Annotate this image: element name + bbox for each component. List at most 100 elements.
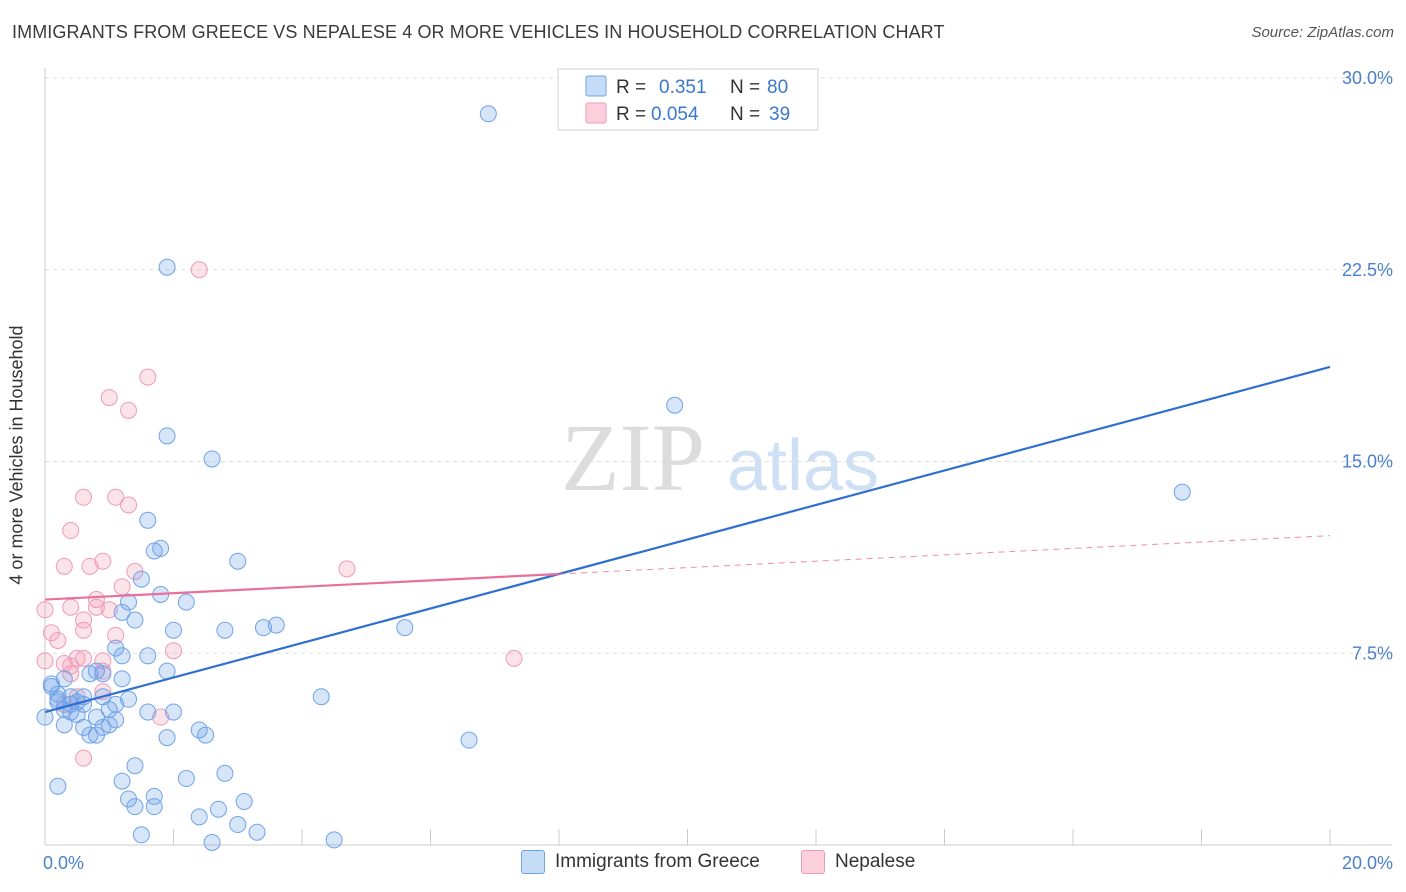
nepalese-point	[107, 626, 125, 644]
nepalese-point	[152, 708, 170, 726]
legend-swatch-greece	[585, 75, 607, 97]
trend-lines	[44, 365, 1331, 714]
tick-labels: 7.5% 15.0% 22.5% 30.0% 0.0% 20.0%	[43, 68, 1393, 873]
y-tick-label: 7.5%	[1352, 643, 1393, 663]
nepalese-trend-extension	[558, 535, 1331, 575]
nepalese-point	[81, 557, 99, 575]
legend-r-value-greece: 0.351	[659, 77, 707, 98]
greece-point	[1173, 483, 1191, 501]
greece-point	[55, 670, 73, 688]
nepalese-point	[62, 598, 80, 616]
nepalese-point	[190, 261, 208, 279]
nepalese-point	[107, 488, 125, 506]
greece-point	[235, 793, 253, 811]
greece-point	[229, 816, 247, 834]
y-axis-label: 4 or more Vehicles in Household	[6, 325, 27, 585]
greece-point	[165, 703, 182, 721]
nepalese-points	[36, 261, 523, 767]
greece-point	[107, 695, 125, 713]
greece-point	[197, 726, 215, 744]
nepalese-point	[75, 749, 93, 767]
greece-point	[94, 665, 112, 683]
nepalese-point	[36, 601, 54, 619]
x-tick-label: 0.0%	[43, 853, 84, 873]
greece-point	[267, 616, 285, 634]
greece-point	[49, 777, 67, 795]
greece-point	[254, 619, 272, 637]
greece-point	[87, 726, 105, 744]
greece-point	[120, 593, 138, 611]
legend-n-value-nepalese: 39	[769, 104, 790, 125]
bottom-legend-swatch-greece	[521, 850, 545, 874]
greece-point	[158, 729, 176, 747]
greece-point	[158, 427, 176, 445]
nepalese-point	[42, 624, 60, 642]
greece-point	[325, 831, 343, 849]
greece-point	[120, 690, 138, 708]
greece-point	[248, 823, 266, 841]
bottom-legend-item-greece: Immigrants from Greece	[521, 850, 760, 874]
nepalese-point	[55, 654, 73, 672]
nepalese-point	[94, 552, 112, 570]
greece-point	[203, 833, 221, 851]
nepalese-point	[55, 557, 73, 575]
greece-point	[216, 621, 234, 639]
y-tick-label: 22.5%	[1342, 260, 1393, 280]
greece-point	[479, 105, 497, 123]
source-note: Source: ZipAtlas.com	[1251, 24, 1394, 41]
greece-point	[165, 621, 182, 639]
greece-point	[158, 258, 176, 276]
greece-point	[145, 798, 163, 816]
greece-point	[216, 764, 234, 782]
nepalese-point	[87, 598, 105, 616]
bottom-legend-label-nepalese: Nepalese	[835, 851, 916, 872]
x-tick-label: 20.0%	[1342, 853, 1393, 873]
nepalese-point	[113, 578, 131, 596]
bottom-legend-swatch-nepalese	[801, 850, 825, 874]
nepalese-point	[165, 642, 182, 660]
nepalese-point	[75, 621, 93, 639]
watermark: ZIP atlas	[561, 404, 879, 511]
greece-point	[113, 772, 131, 790]
greece-point	[203, 450, 221, 468]
nepalese-point	[36, 652, 54, 670]
greece-point	[126, 798, 144, 816]
greece-point	[190, 808, 208, 826]
greece-point	[139, 703, 157, 721]
bottom-legend-item-nepalese: Nepalese	[801, 850, 915, 874]
greece-point	[145, 787, 163, 805]
nepalese-point	[75, 611, 93, 629]
greece-point	[107, 711, 125, 729]
greece-point	[312, 688, 330, 706]
greece-point	[139, 647, 157, 665]
legend-r-label-greece: R =	[616, 77, 646, 98]
greece-point	[113, 647, 131, 665]
greece-point	[132, 826, 150, 844]
watermark-atlas: atlas	[727, 426, 879, 506]
greece-points	[36, 105, 1191, 851]
chart-title: IMMIGRANTS FROM GREECE VS NEPALESE 4 OR …	[12, 22, 945, 42]
nepalese-point	[75, 488, 93, 506]
greece-point	[113, 603, 131, 621]
nepalese-point	[505, 649, 523, 667]
nepalese-point	[75, 649, 93, 667]
nepalese-point	[100, 389, 118, 407]
greece-point	[229, 552, 247, 570]
greece-point	[49, 690, 67, 708]
legend-n-value-greece: 80	[767, 77, 788, 98]
greece-point	[460, 731, 478, 749]
greece-point	[396, 619, 414, 637]
greece-point	[113, 670, 131, 688]
legend-r-value-nepalese: 0.054	[651, 104, 699, 125]
greece-point	[126, 757, 144, 775]
watermark-zip: ZIP	[561, 404, 705, 511]
greece-trend-line	[44, 365, 1331, 714]
grid-lines	[45, 77, 1392, 654]
legend-swatch-nepalese	[585, 102, 607, 124]
nepalese-point	[100, 601, 118, 619]
nepalese-point	[338, 560, 356, 578]
legend-box: R = 0.351 N = 80 R = 0.054 N = 39	[557, 68, 819, 131]
y-tick-label: 30.0%	[1342, 68, 1393, 88]
nepalese-point	[120, 401, 138, 419]
